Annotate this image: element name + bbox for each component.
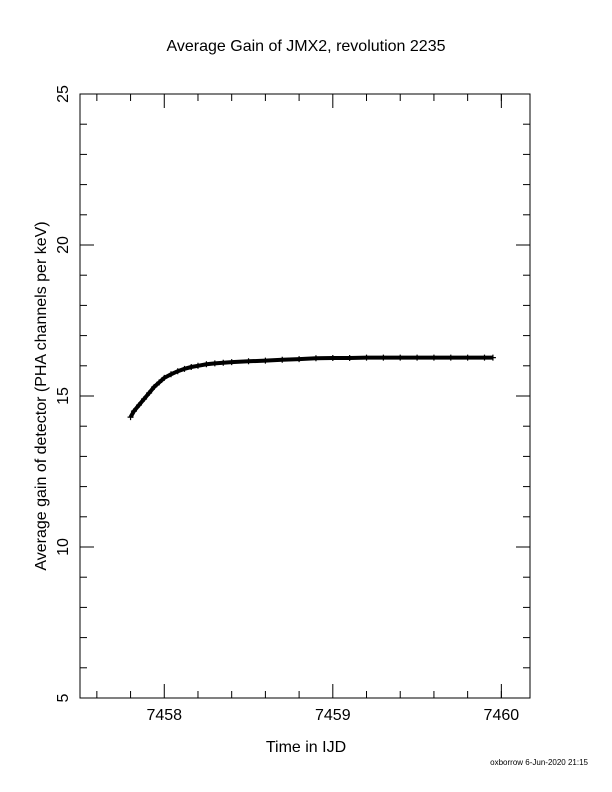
data-point bbox=[346, 354, 353, 361]
y-tick-label: 10 bbox=[55, 538, 72, 556]
y-tick-label: 15 bbox=[55, 387, 72, 405]
data-point bbox=[464, 354, 471, 361]
data-point bbox=[397, 354, 404, 361]
data-point bbox=[168, 371, 175, 378]
data-point bbox=[312, 355, 319, 362]
chart-title: Average Gain of JMX2, revolution 2235 bbox=[167, 38, 446, 55]
data-point bbox=[141, 396, 148, 403]
data-point bbox=[414, 354, 421, 361]
data-point bbox=[329, 354, 336, 361]
y-tick-label: 5 bbox=[55, 693, 72, 702]
data-point bbox=[188, 364, 195, 371]
data-point bbox=[161, 374, 168, 381]
y-axis-label: Average gain of detector (PHA channels p… bbox=[33, 221, 50, 570]
data-point bbox=[296, 356, 303, 363]
data-point bbox=[130, 408, 137, 415]
data-point bbox=[181, 365, 188, 372]
x-tick-label: 7459 bbox=[315, 707, 351, 724]
data-point bbox=[174, 368, 181, 375]
data-point bbox=[279, 356, 286, 363]
data-point bbox=[430, 354, 437, 361]
data-point bbox=[262, 357, 269, 364]
x-axis-label: Time in IJD bbox=[266, 739, 346, 756]
data-point bbox=[481, 354, 488, 361]
data-point bbox=[220, 359, 227, 366]
data-point bbox=[228, 359, 235, 366]
data-point bbox=[203, 361, 210, 368]
y-tick-label: 20 bbox=[55, 236, 72, 254]
data-point bbox=[151, 383, 158, 390]
y-tick-label: 25 bbox=[55, 85, 72, 103]
data-point bbox=[156, 379, 163, 386]
data-point bbox=[245, 358, 252, 365]
data-point bbox=[447, 354, 454, 361]
data-point bbox=[211, 360, 218, 367]
x-tick-label: 7460 bbox=[484, 707, 520, 724]
x-tick-label: 7458 bbox=[146, 707, 182, 724]
data-point bbox=[135, 402, 142, 409]
footer: oxborrow 6-Jun-2020 21:15 bbox=[490, 758, 588, 767]
data-point bbox=[363, 354, 370, 361]
data-point bbox=[194, 362, 201, 369]
data-point bbox=[146, 389, 153, 396]
data-point bbox=[489, 354, 496, 361]
data-point bbox=[380, 354, 387, 361]
data-point bbox=[127, 414, 134, 421]
